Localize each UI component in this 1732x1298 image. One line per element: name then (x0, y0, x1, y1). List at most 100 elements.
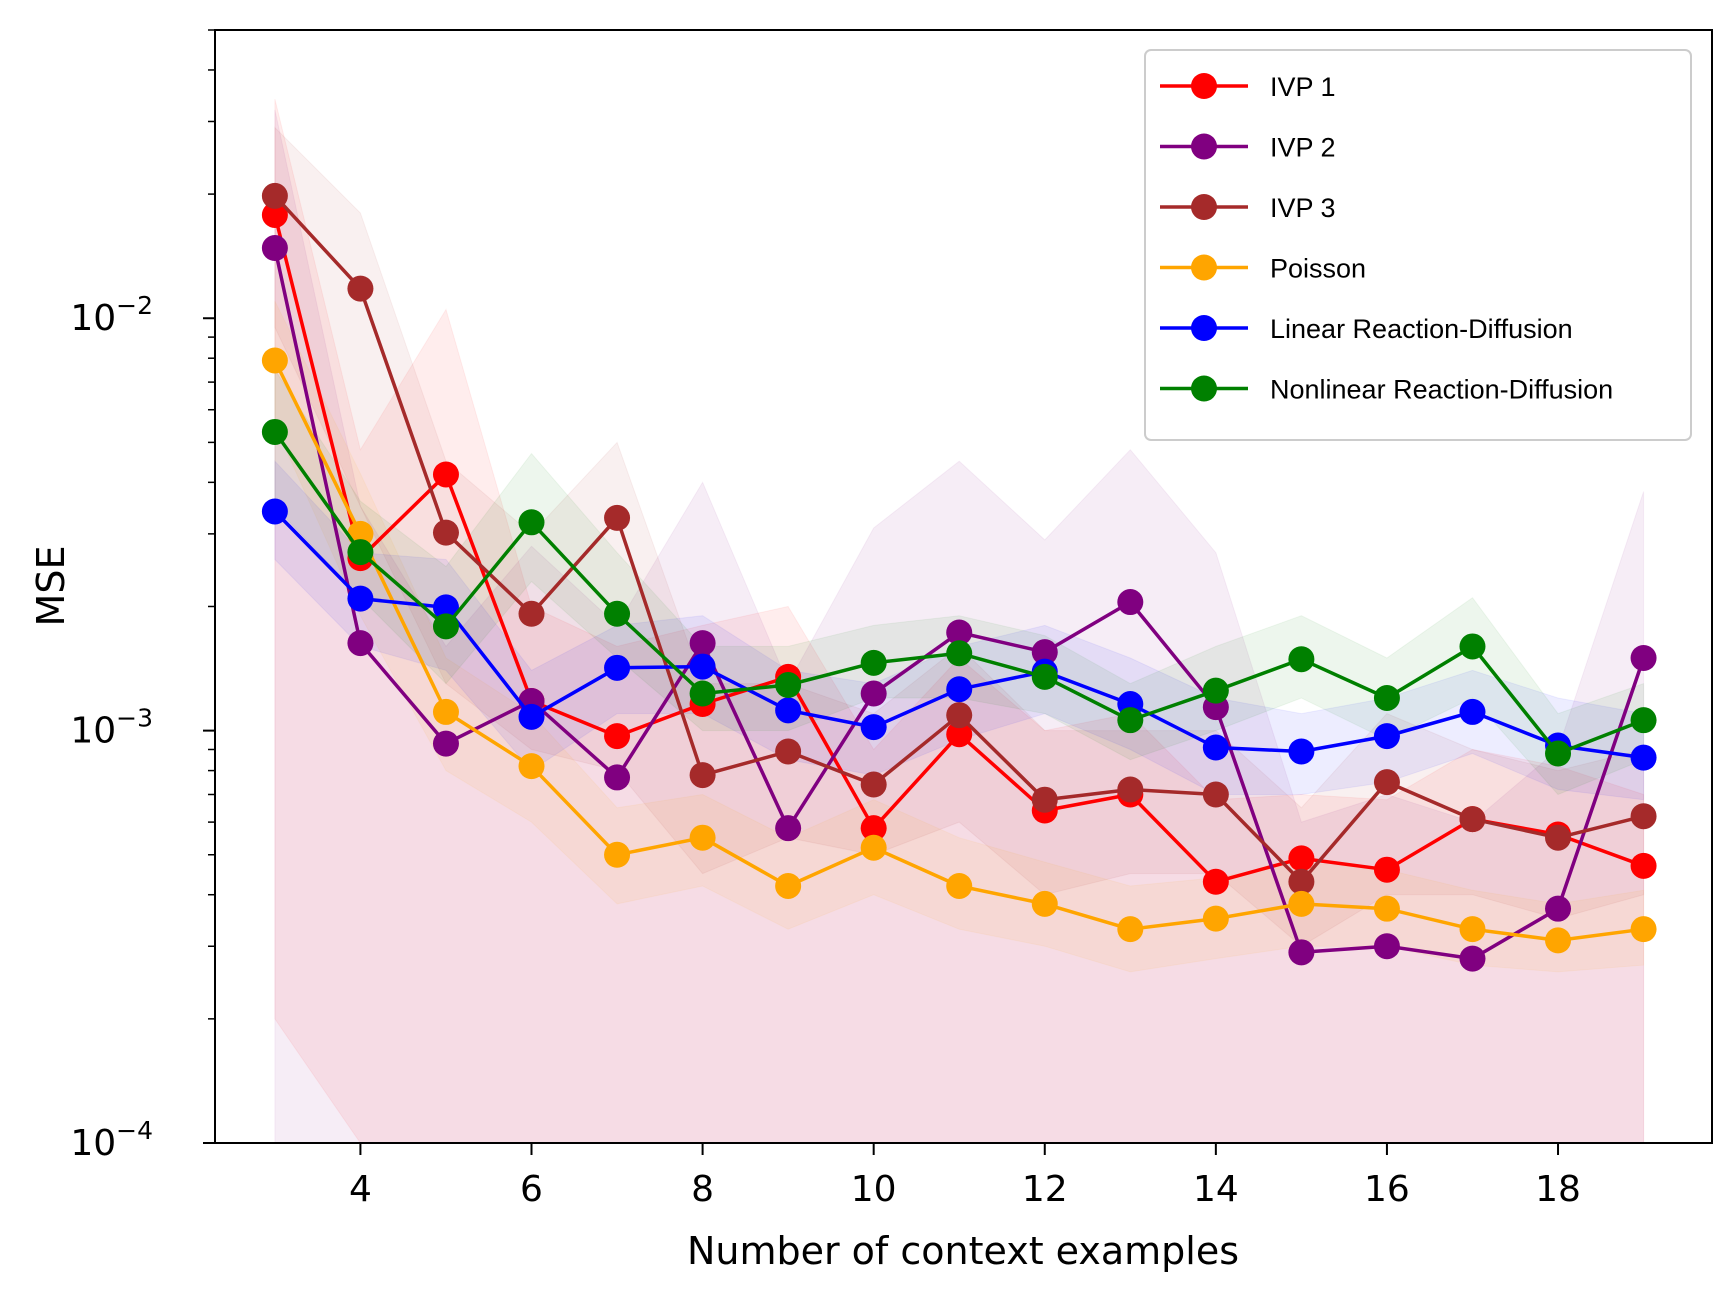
data-point (1459, 945, 1486, 972)
data-point (1288, 939, 1315, 966)
data-point (1288, 890, 1315, 917)
data-point (1630, 852, 1657, 879)
x-tick-label: 12 (1022, 1169, 1068, 1210)
data-point (347, 275, 374, 302)
y-axis-label: MSE (29, 546, 73, 627)
data-point (689, 824, 716, 851)
legend-swatch-marker (1191, 315, 1217, 341)
legend-label: Nonlinear Reaction-Diffusion (1270, 375, 1613, 405)
data-point (432, 613, 459, 640)
data-point (261, 418, 288, 445)
data-point (1459, 916, 1486, 943)
data-point (946, 676, 973, 703)
data-point (946, 702, 973, 729)
data-point (1373, 684, 1400, 711)
data-point (689, 680, 716, 707)
data-point (860, 771, 887, 798)
data-point (860, 714, 887, 741)
data-point (432, 461, 459, 488)
plot-frame (214, 29, 1713, 1144)
data-point (1459, 633, 1486, 660)
data-point (1202, 677, 1229, 704)
data-point (604, 841, 631, 868)
data-point (860, 680, 887, 707)
data-point (1545, 927, 1572, 954)
legend: IVP 1 IVP 2 IVP 3 Poisson Linear Reaction-Di… (1144, 49, 1692, 441)
data-point (1117, 776, 1144, 803)
data-point (518, 753, 545, 780)
data-point (518, 600, 545, 627)
data-point (604, 654, 631, 681)
data-point (347, 539, 374, 566)
data-point (1288, 646, 1315, 673)
data-point (1202, 905, 1229, 932)
data-point (1630, 645, 1657, 672)
data-point (1545, 740, 1572, 767)
legend-label: Linear Reaction-Diffusion (1270, 314, 1573, 344)
data-point (860, 815, 887, 842)
legend-label: Poisson (1270, 254, 1366, 284)
data-point (1202, 781, 1229, 808)
x-axis-ticks: 4 6 8 10 12 14 16 18 (349, 1143, 1581, 1210)
x-tick-label: 16 (1364, 1169, 1410, 1210)
data-point (261, 201, 288, 228)
data-point (689, 762, 716, 789)
data-point (775, 672, 802, 699)
legend-swatch-marker (1191, 73, 1217, 99)
x-axis-label: Number of context examples (687, 1229, 1239, 1273)
x-tick-label: 8 (691, 1169, 714, 1210)
data-point (1630, 803, 1657, 830)
y-tick-label: 10−2 (70, 291, 153, 339)
data-point (860, 649, 887, 676)
data-point (604, 723, 631, 750)
x-tick-label: 14 (1193, 1169, 1239, 1210)
data-point (1373, 723, 1400, 750)
data-point (1630, 744, 1657, 771)
data-point (1288, 845, 1315, 872)
data-point (1545, 824, 1572, 851)
data-point (1031, 786, 1058, 813)
data-point (946, 872, 973, 899)
series-group (261, 235, 1657, 972)
data-point (1031, 890, 1058, 917)
data-point (946, 721, 973, 748)
legend-label: IVP 2 (1270, 133, 1336, 163)
series-group (261, 418, 1657, 767)
y-tick-label: 10−3 (70, 704, 153, 752)
data-point (946, 640, 973, 667)
data-point (1373, 933, 1400, 960)
data-point (860, 834, 887, 861)
data-point (775, 697, 802, 724)
x-tick-label: 18 (1535, 1169, 1581, 1210)
x-tick-label: 10 (851, 1169, 897, 1210)
data-point (347, 630, 374, 657)
y-tick-label: 10−4 (70, 1116, 153, 1164)
data-point (1202, 734, 1229, 761)
data-point (1545, 895, 1572, 922)
data-point (1373, 895, 1400, 922)
data-point (1117, 707, 1144, 734)
data-point (1202, 868, 1229, 895)
legend-label: IVP 1 (1270, 72, 1336, 102)
data-point (432, 730, 459, 757)
series-group (261, 347, 1657, 954)
legend-box (1144, 49, 1692, 441)
data-point (604, 504, 631, 531)
x-tick-label: 4 (349, 1169, 372, 1210)
data-point (1288, 738, 1315, 765)
data-point (604, 600, 631, 627)
data-point (1373, 769, 1400, 796)
data-point (1031, 663, 1058, 690)
data-point (432, 698, 459, 725)
data-point (1117, 916, 1144, 943)
data-point (1459, 698, 1486, 725)
data-point (432, 594, 459, 621)
y-axis-ticks: 10−4 10−3 10−2 (70, 29, 215, 1164)
data-point (261, 498, 288, 525)
data-point (518, 509, 545, 536)
data-point (1630, 916, 1657, 943)
data-point (689, 630, 716, 657)
data-point (1630, 707, 1657, 734)
legend-swatch-marker (1191, 375, 1217, 402)
